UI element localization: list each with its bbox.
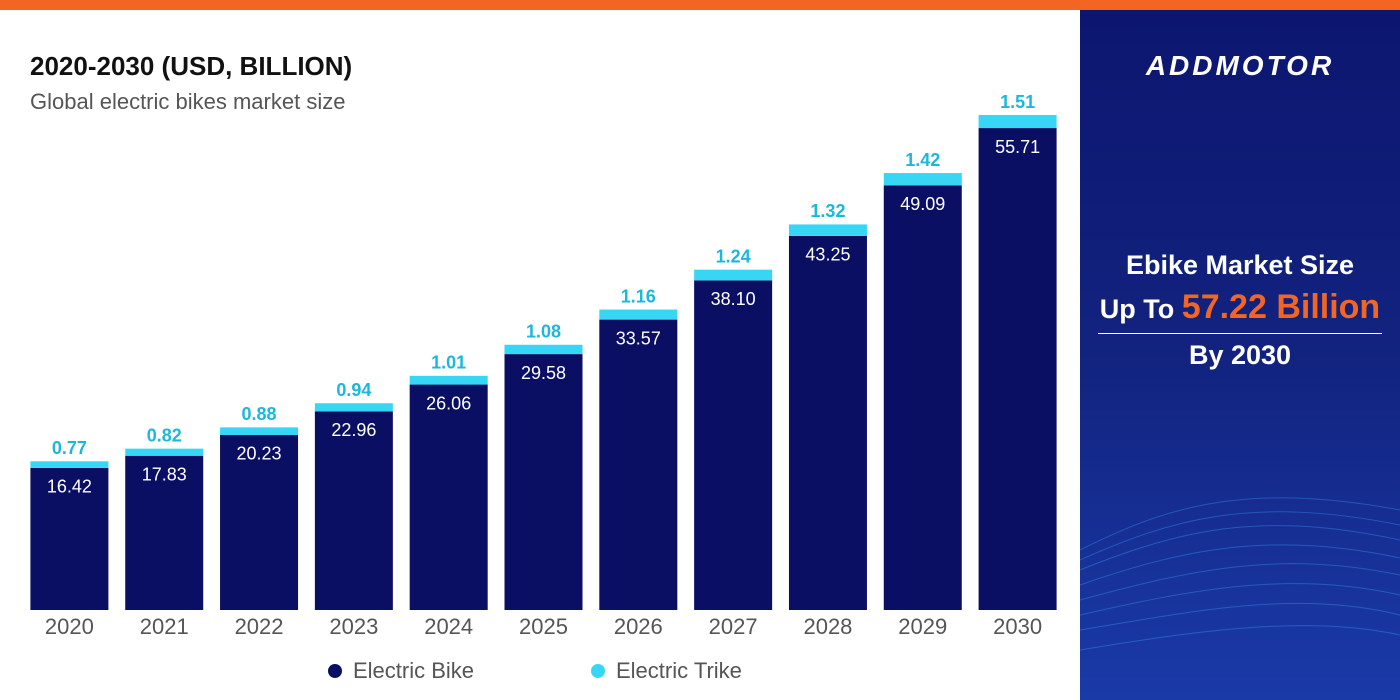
x-tick-label: 2022: [235, 614, 284, 639]
bar-value-label: 1.16: [621, 286, 656, 306]
divider: [1098, 333, 1382, 334]
x-tick-label: 2028: [803, 614, 852, 639]
trike-bar: [978, 115, 1057, 129]
bike-bar: [409, 384, 488, 610]
bar-value-label: 49.09: [900, 194, 945, 214]
bar-value-label: 0.77: [52, 438, 87, 458]
bike-bar: [694, 280, 773, 610]
x-tick-label: 2024: [424, 614, 473, 639]
bar-value-label: 0.82: [147, 425, 182, 445]
bar-value-label: 38.10: [711, 289, 756, 309]
bar-value-label: 0.94: [336, 380, 371, 400]
legend-marker: [591, 664, 605, 678]
trike-bar: [788, 224, 867, 236]
prefix: Up To: [1099, 294, 1175, 324]
bar-value-label: 33.57: [616, 328, 661, 348]
trike-bar: [694, 269, 773, 281]
trike-bar: [504, 344, 583, 355]
bar-value-label: 0.88: [242, 404, 277, 424]
x-tick-label: 2025: [519, 614, 568, 639]
bar-value-label: 1.32: [810, 201, 845, 221]
bar-value-label: 1.01: [431, 353, 466, 373]
wave-decoration: [1080, 497, 1400, 651]
highlight-line: Up To 57.22 Billion: [1080, 288, 1400, 327]
trike-bar: [599, 309, 678, 320]
trike-bar: [883, 173, 962, 186]
bike-bar: [30, 467, 109, 610]
bike-bar: [125, 455, 204, 610]
trike-bar: [125, 448, 204, 456]
x-tick-label: 2020: [45, 614, 94, 639]
x-tick-label: 2030: [993, 614, 1042, 639]
trike-bar: [220, 427, 299, 435]
bar-value-label: 43.25: [805, 245, 850, 265]
bike-bar: [314, 411, 393, 610]
bar-value-label: 1.24: [716, 246, 751, 266]
bar-value-label: 1.51: [1000, 92, 1035, 112]
legend-label: Electric Bike: [353, 658, 474, 683]
legend-label: Electric Trike: [616, 658, 742, 683]
top-bar: [0, 0, 1400, 10]
highlight: 57.22 Billion: [1181, 288, 1381, 326]
chart-title: 2020-2030 (USD, BILLION): [30, 51, 352, 81]
bar-value-label: 55.71: [995, 137, 1040, 157]
bar-value-label: 20.23: [237, 444, 282, 464]
bar-value-label: 1.08: [526, 322, 561, 342]
trike-bar: [409, 375, 488, 385]
x-tick-label: 2027: [709, 614, 758, 639]
bar-value-label: 22.96: [331, 420, 376, 440]
bar-value-label: 17.83: [142, 465, 187, 485]
x-tick-label: 2023: [329, 614, 378, 639]
x-tick-label: 2021: [140, 614, 189, 639]
chart-subtitle: Global electric bikes market size: [30, 89, 345, 114]
logo: ADDMOTOR: [1145, 50, 1335, 81]
bike-bar: [220, 434, 299, 610]
x-tick-label: 2029: [898, 614, 947, 639]
bike-bar: [599, 319, 678, 610]
legend-marker: [328, 664, 342, 678]
bar-value-label: 16.42: [47, 477, 92, 497]
bike-bar: [883, 185, 962, 610]
bar-value-label: 29.58: [521, 363, 566, 383]
bike-bar: [978, 128, 1057, 610]
bike-bar: [788, 235, 867, 610]
x-tick-label: 2026: [614, 614, 663, 639]
bike-bar: [504, 354, 583, 610]
trike-bar: [30, 461, 109, 468]
footer: By 2030: [1188, 340, 1292, 370]
bar-value-label: 26.06: [426, 393, 471, 413]
side-panel: ADDMOTOR Ebike Market Size Up To 57.22 B…: [1080, 10, 1400, 700]
trike-bar: [314, 403, 393, 412]
chart: 2020-2030 (USD, BILLION) Global electric…: [30, 51, 1057, 683]
bar-value-label: 1.42: [905, 150, 940, 170]
headline: Ebike Market Size: [1125, 250, 1355, 280]
